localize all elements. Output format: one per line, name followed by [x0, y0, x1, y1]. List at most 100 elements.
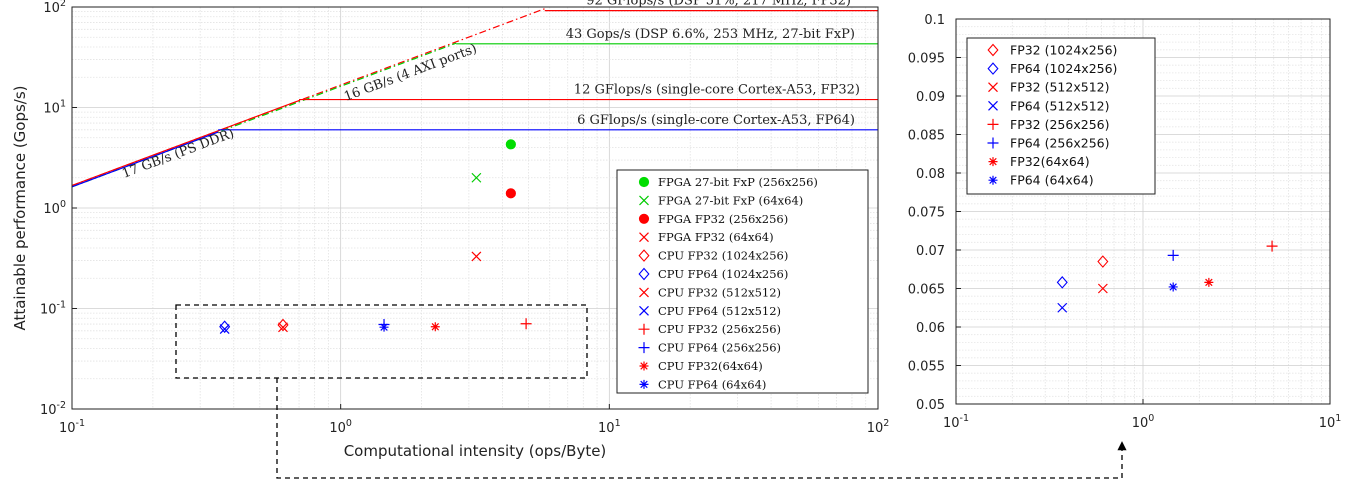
legend-entry-cpu-fp32-64x64: CPU FP32(64x64)	[658, 359, 763, 373]
point-fpga-fp32-256x256	[505, 188, 516, 199]
legend-marker-fpga-fp32-256x256	[638, 213, 650, 224]
zoom-legend-entry-fp32-256x256: FP32 (256x256)	[1010, 117, 1109, 132]
svg-text:102: 102	[867, 418, 890, 436]
zoom-y-tick-0-05: 0.05	[916, 398, 945, 413]
zoom-y-tick-0-08: 0.08	[916, 167, 945, 182]
zoom-legend-marker-fp32-256x256	[987, 118, 999, 130]
roofline-plot: 92 GFlops/s (DSP 51%, 217 MHz, FP32) 43 G…	[11, 0, 889, 460]
zoom-x-tick-10e1: 101	[1319, 413, 1342, 431]
roof-label-3: 6 GFlops/s (single-core Cortex-A53, FP64…	[577, 113, 855, 128]
point-cpu-fp64-1024x256	[219, 320, 231, 334]
zoom-point-fp32-64x64	[1204, 277, 1214, 287]
zoom-legend-marker-fp32-512x512	[988, 82, 998, 93]
legend-entry-cpu-fp64-64x64: CPU FP64 (64x64)	[658, 377, 766, 391]
y-tick-10e2: 102	[43, 0, 66, 16]
y-tick-10e-1: 10-1	[40, 300, 66, 318]
legend-marker-fpga-27-bit-fxp-64x64	[639, 195, 649, 206]
legend-marker-cpu-fp32-64x64	[639, 361, 649, 371]
svg-text:10-1: 10-1	[943, 413, 969, 431]
legend-entry-cpu-fp32-1024x256: CPU FP32 (1024x256)	[658, 249, 788, 263]
roof-label-2: 12 GFlops/s (single-core Cortex-A53, FP3…	[574, 83, 860, 98]
svg-text:10-1: 10-1	[59, 418, 85, 436]
zoom-legend-entry-fp64-64x64: FP64 (64x64)	[1010, 173, 1094, 188]
zoom-point-fp32-256x256	[1266, 240, 1278, 252]
zoom-x-tick-10e0: 100	[1132, 413, 1155, 431]
legend-marker-fpga-fp32-64x64	[639, 232, 649, 243]
x-tick-10e1: 101	[598, 418, 621, 436]
svg-text:101: 101	[43, 99, 66, 117]
left-legend-box	[616, 169, 869, 394]
zoom-connector-arrow	[276, 378, 1127, 479]
zoom-point-fp64-256x256	[1167, 249, 1179, 261]
zoom-y-tick-0-06: 0.06	[916, 321, 945, 336]
zoom-y-tick-0-095: 0.095	[908, 52, 945, 67]
zoom-point-fp32-512x512	[1097, 283, 1108, 294]
zoom-point-fp32-1024x256	[1097, 255, 1109, 268]
legend-marker-cpu-fp32-512x512	[639, 287, 649, 298]
zoom-legend-entry-fp64-512x512: FP64 (512x512)	[1010, 98, 1109, 113]
zoom-legend-marker-fp32-64x64	[988, 157, 998, 167]
svg-text:101: 101	[598, 418, 621, 436]
legend-entry-fpga-27-bit-fxp-256x256: FPGA 27-bit FxP (256x256)	[658, 175, 818, 189]
x-tick-10e0: 100	[329, 418, 352, 436]
legend-marker-cpu-fp64-64x64	[639, 379, 649, 389]
left-y-axis-label: Attainable performance (Gops/s)	[11, 85, 29, 330]
zoom-plot: 10-1 100 101 0.05 0.055 0.06 0.065 0.07 0.075 0.0…	[908, 13, 1342, 431]
svg-text:101: 101	[1319, 413, 1342, 431]
legend-marker-cpu-fp32-1024x256	[638, 249, 650, 262]
y-tick-10e0: 100	[43, 199, 66, 217]
right-tick-labels: 10-1 100 101 0.05 0.055 0.06 0.065 0.07 0.075 0.0…	[908, 13, 1342, 431]
zoom-legend-marker-fp64-256x256	[987, 137, 999, 149]
point-cpu-fp32-512x512	[278, 322, 288, 333]
svg-text:100: 100	[43, 199, 66, 217]
roof-label-0: 92 GFlops/s (DSP 51%, 217 MHz, FP32)	[586, 0, 851, 9]
right-legend-box	[966, 37, 1156, 195]
zoom-point-fp64-512x512	[1057, 302, 1068, 313]
legend-entry-fpga-fp32-64x64: FPGA FP32 (64x64)	[658, 230, 774, 244]
legend-marker-fpga-27-bit-fxp-256x256	[638, 176, 650, 188]
zoom-legend-marker-fp64-64x64	[988, 175, 998, 185]
svg-text:100: 100	[329, 418, 352, 436]
zoom-legend-entry-fp64-1024x256: FP64 (1024x256)	[1010, 61, 1117, 76]
right-data-points	[1056, 240, 1278, 313]
point-cpu-fp64-512x512	[219, 324, 230, 334]
zoom-y-tick-0-055: 0.055	[908, 360, 945, 375]
zoom-legend-marker-fp32-1024x256	[987, 43, 999, 57]
zoom-y-tick-0-075: 0.075	[908, 206, 945, 221]
right-legend: FP32 (1024x256) FP64 (1024x256) FP32 (512x…	[966, 37, 1156, 195]
legend-entry-fpga-fp32-256x256: FPGA FP32 (256x256)	[658, 212, 788, 226]
zoom-legend-entry-fp64-256x256: FP64 (256x256)	[1010, 136, 1109, 151]
point-fpga-fp32-64x64	[471, 251, 482, 262]
zoom-legend-entry-fp32-1024x256: FP32 (1024x256)	[1010, 43, 1117, 58]
legend-entry-cpu-fp32-512x512: CPU FP32 (512x512)	[658, 285, 781, 299]
left-legend: FPGA 27-bit FxP (256x256) FPGA 27-bit FxP…	[616, 169, 869, 394]
legend-entry-cpu-fp64-1024x256: CPU FP64 (1024x256)	[658, 267, 788, 281]
zoom-x-tick-10e-1: 10-1	[943, 413, 969, 431]
bandwidth-line-2	[72, 99, 300, 187]
legend-entry-fpga-27-bit-fxp-64x64: FPGA 27-bit FxP (64x64)	[658, 193, 803, 207]
left-x-axis-label: Computational intensity (ops/Byte)	[344, 442, 607, 460]
legend-entry-cpu-fp32-256x256: CPU FP32 (256x256)	[658, 322, 781, 336]
zoom-legend-entry-fp32-512x512: FP32 (512x512)	[1010, 80, 1109, 95]
legend-entry-cpu-fp64-256x256: CPU FP64 (256x256)	[658, 341, 781, 355]
x-tick-10e-1: 10-1	[59, 418, 85, 436]
bandwidth-line-0	[72, 8, 545, 187]
legend-marker-cpu-fp64-256x256	[638, 342, 650, 354]
point-cpu-fp32-64x64	[430, 322, 440, 332]
left-roofline-lines	[72, 8, 878, 188]
zoom-point-fp64-64x64	[1168, 282, 1178, 292]
y-tick-10e-2: 10-2	[40, 400, 66, 418]
point-cpu-fp32-256x256	[520, 318, 532, 330]
roof-label-1: 43 Gops/s (DSP 6.6%, 253 MHz, 27-bit FxP…	[566, 27, 855, 42]
zoom-y-tick-0-09: 0.09	[916, 90, 945, 105]
zoom-legend-marker-fp64-1024x256	[987, 62, 999, 75]
legend-marker-cpu-fp64-512x512	[639, 305, 649, 316]
y-tick-10e1: 101	[43, 99, 66, 117]
zoom-selection-box	[175, 304, 588, 379]
left-data-points	[219, 139, 532, 334]
zoom-legend-entry-fp32-64x64: FP32(64x64)	[1010, 154, 1090, 169]
bandwidth-line-3	[72, 131, 219, 188]
zoom-legend-marker-fp64-512x512	[988, 100, 998, 111]
